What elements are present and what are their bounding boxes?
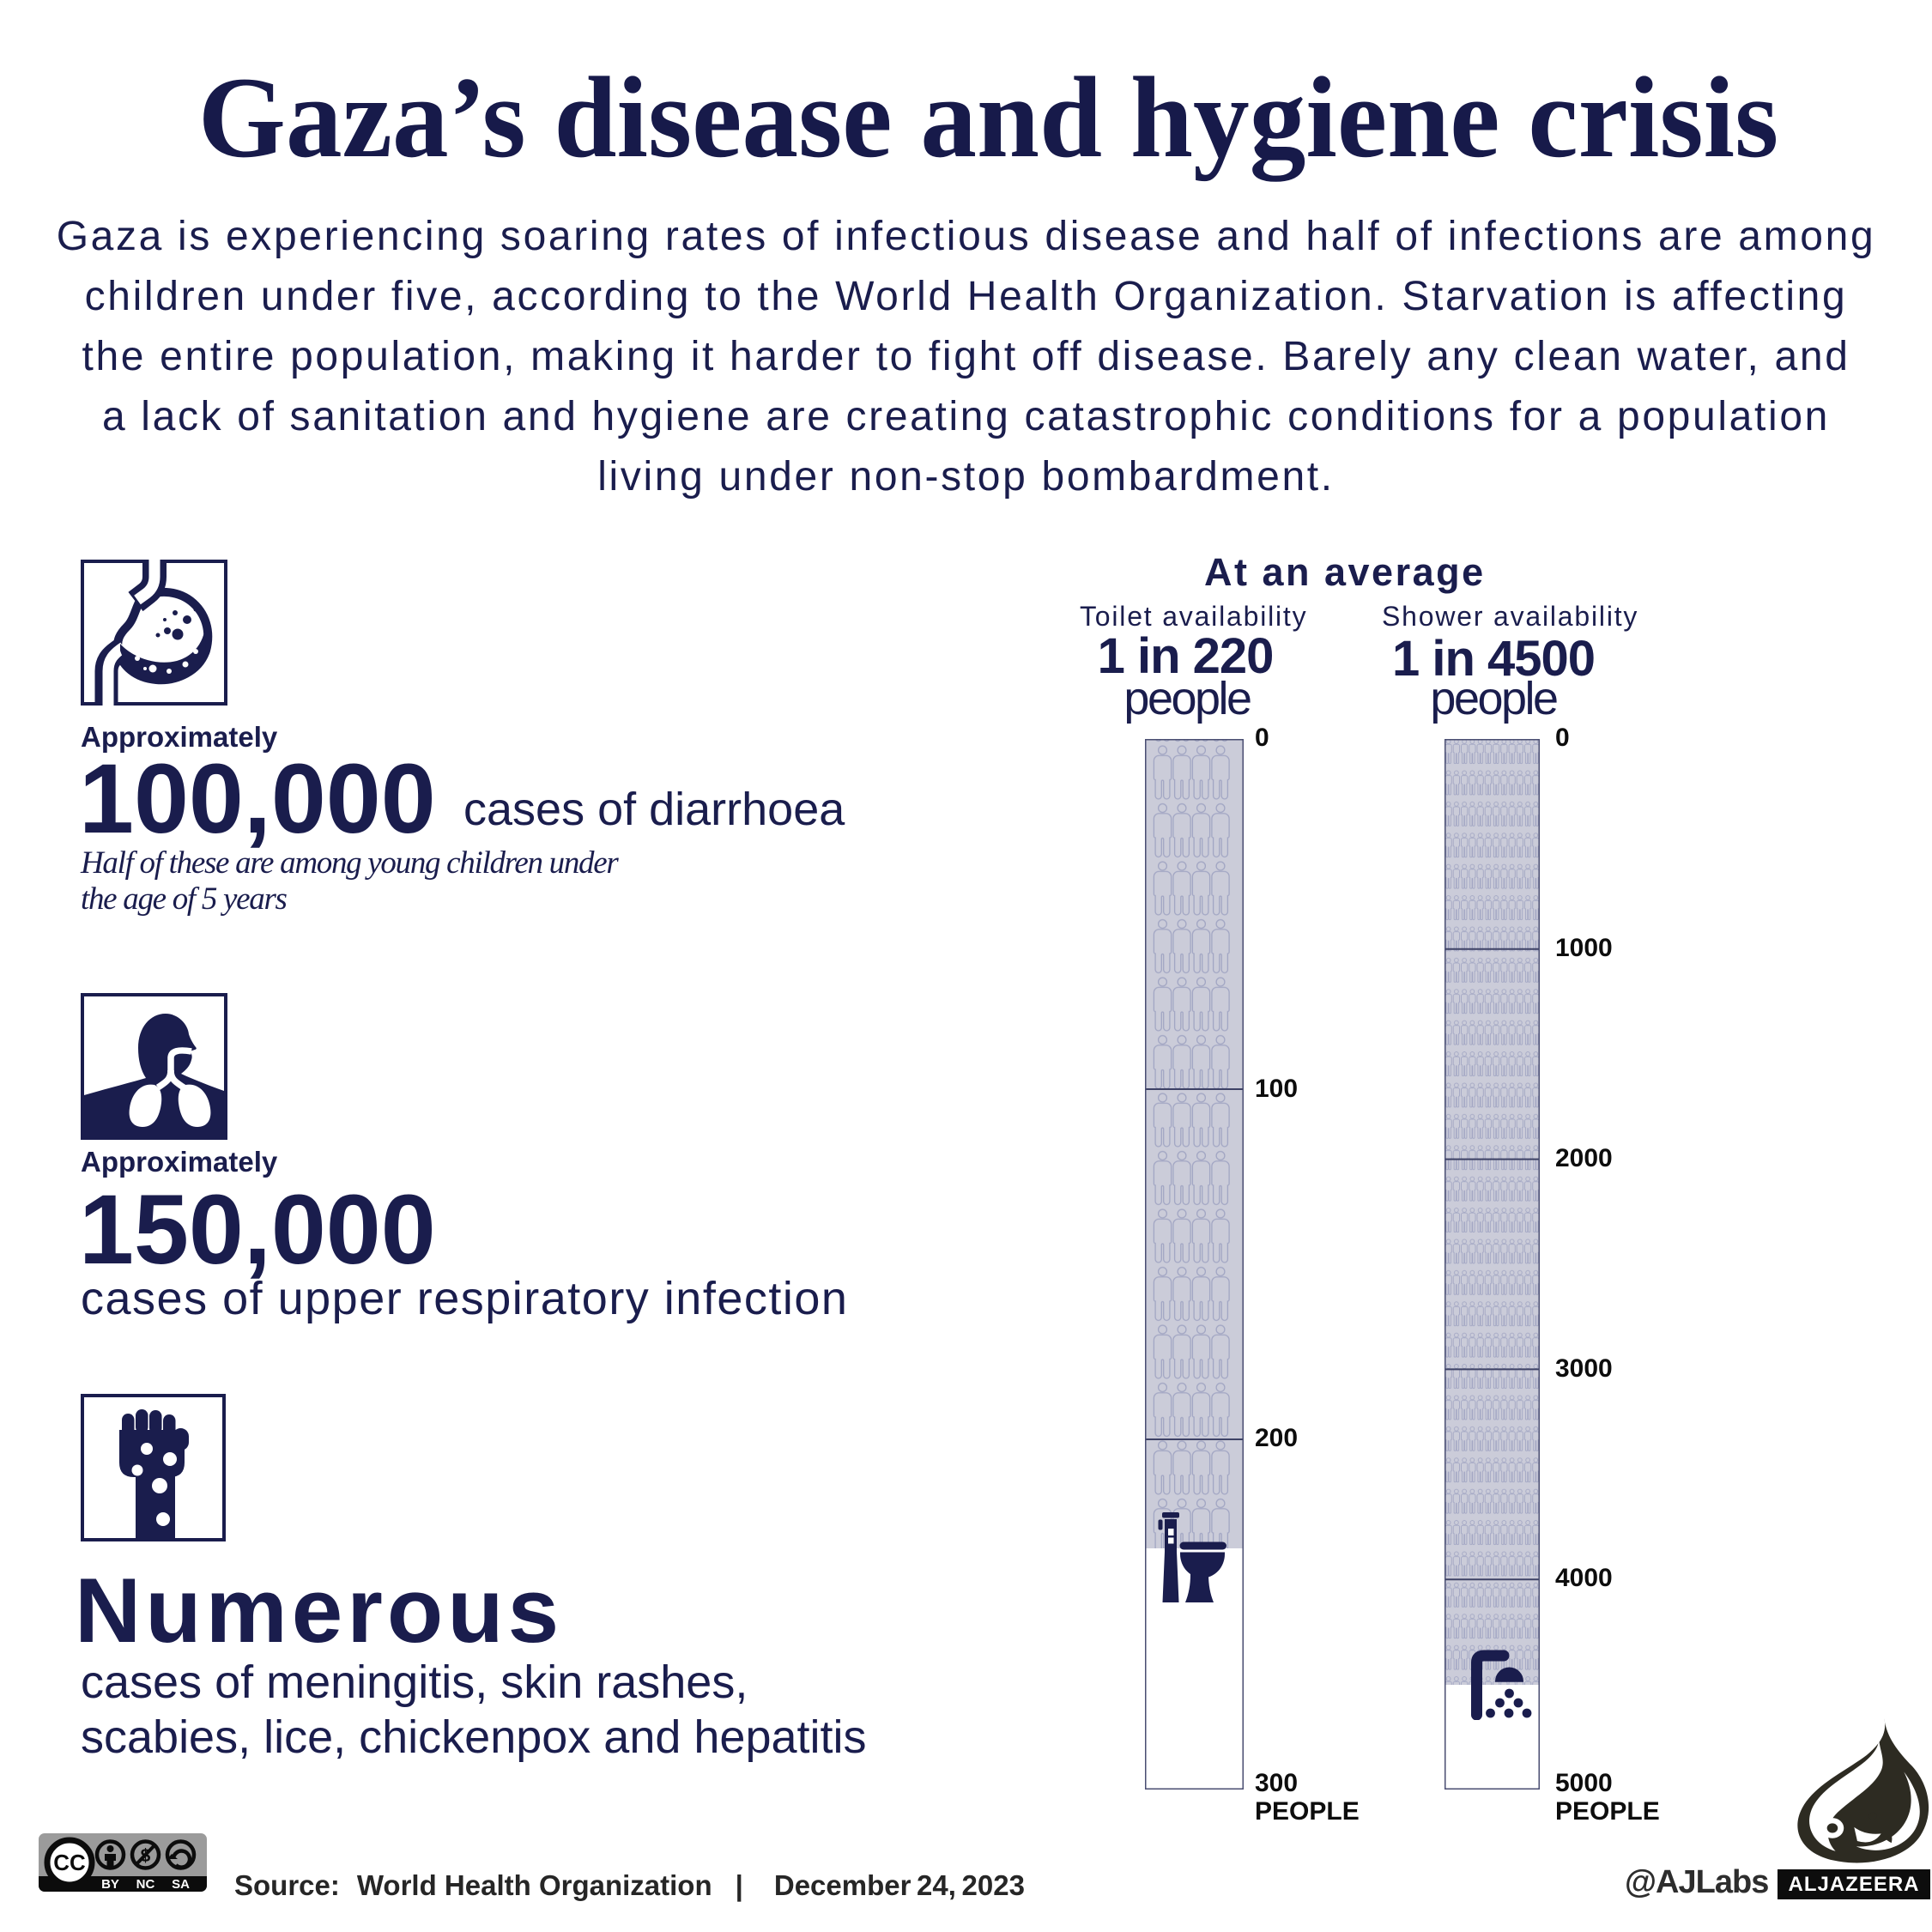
svg-text:BY: BY bbox=[101, 1877, 119, 1892]
svg-text:NC: NC bbox=[136, 1877, 155, 1892]
svg-text:CC: CC bbox=[53, 1850, 86, 1875]
svg-text:SA: SA bbox=[172, 1877, 190, 1892]
